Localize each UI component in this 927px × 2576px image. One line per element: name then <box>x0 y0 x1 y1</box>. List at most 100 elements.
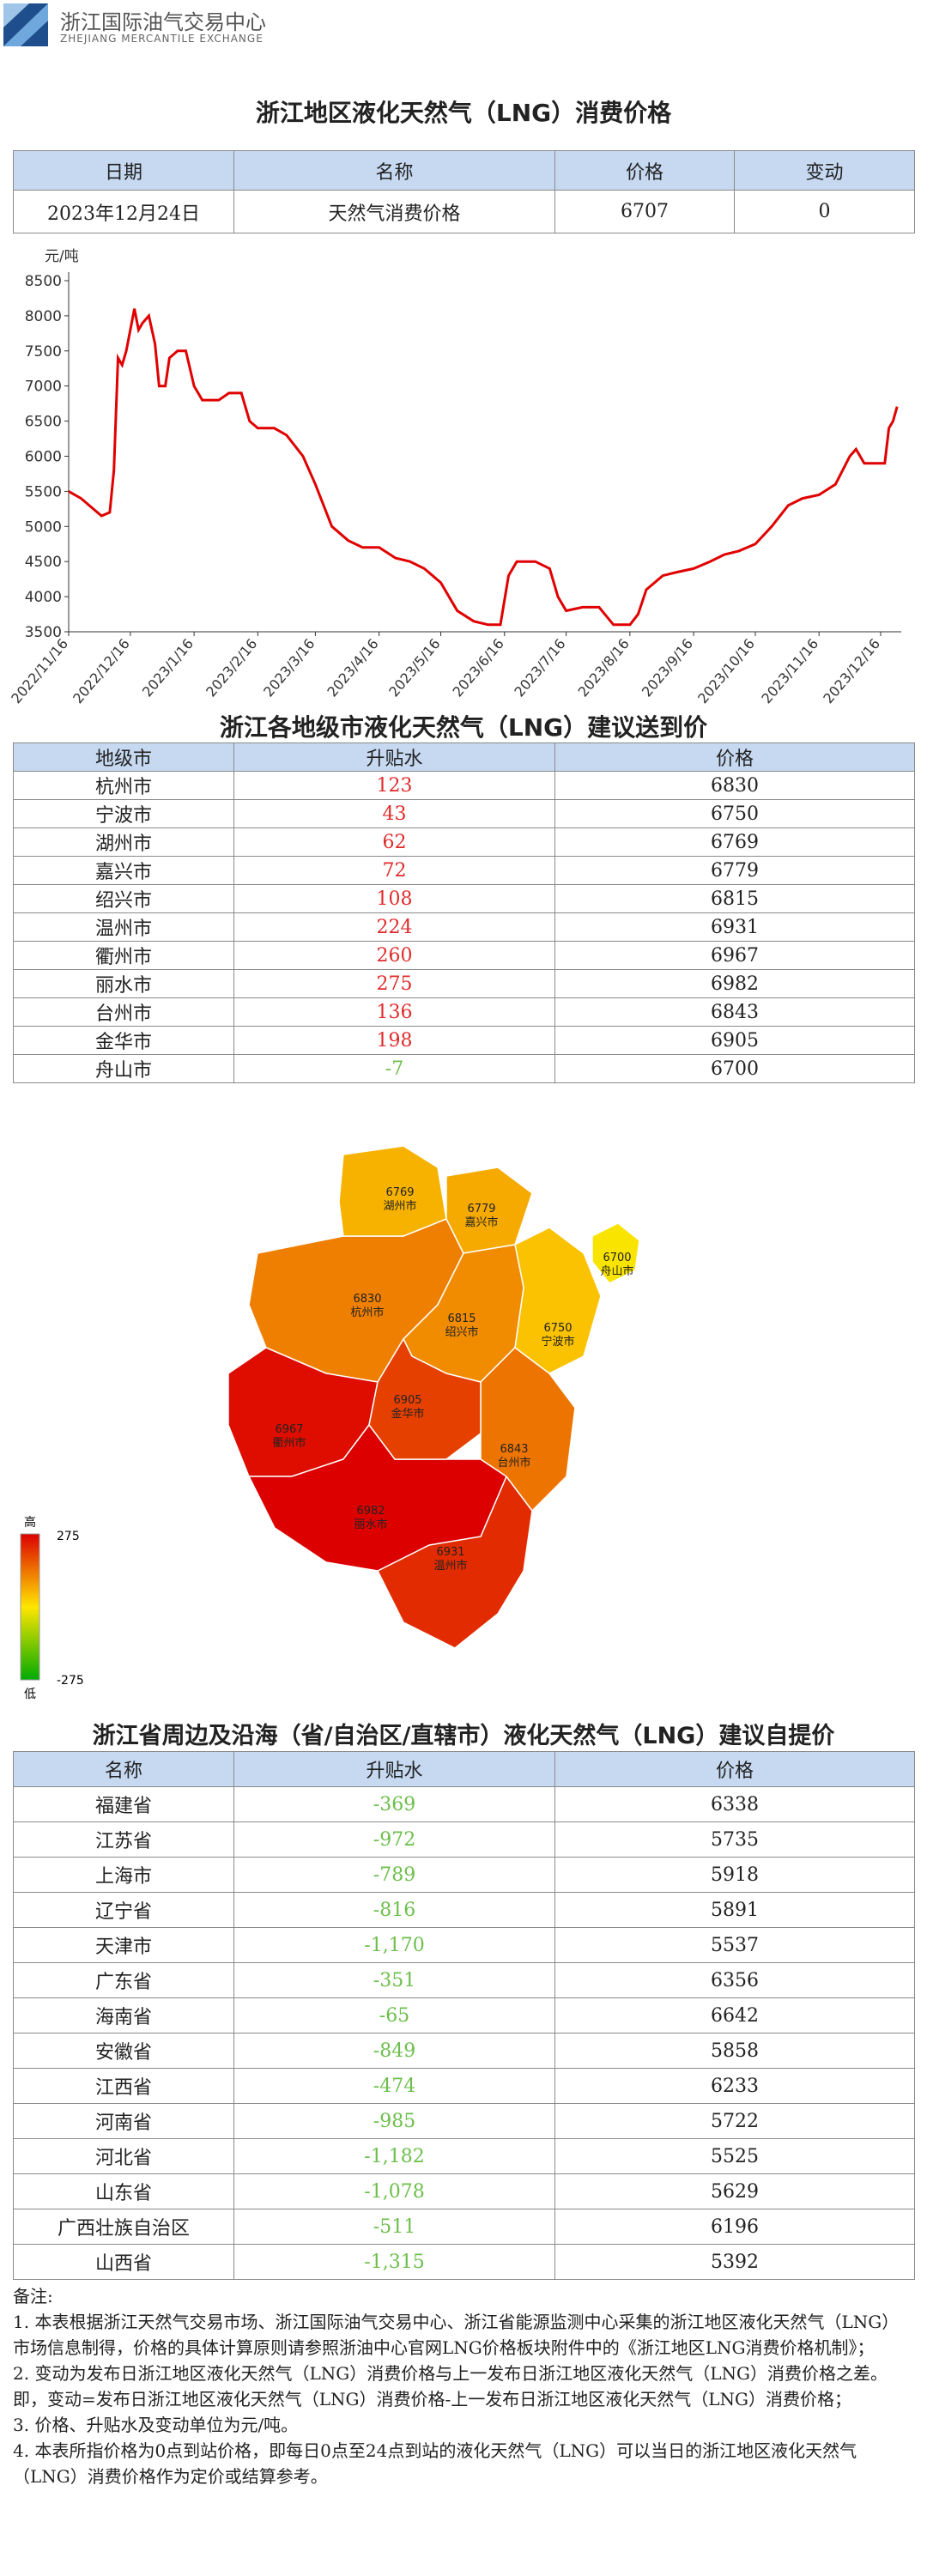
cell: 6707 <box>554 190 735 233</box>
cell: 河北省 <box>13 2138 234 2174</box>
map-price: 6843 <box>500 1443 528 1456</box>
row: 金华市 198 6905 <box>13 1026 915 1055</box>
x-tick-label: 2023/4/16 <box>324 635 381 700</box>
map-city: 台州市 <box>497 1456 530 1470</box>
cell: 5891 <box>554 1892 915 1928</box>
legend-min: -275 <box>57 1674 84 1688</box>
row: 绍兴市 108 6815 <box>13 884 915 913</box>
cell: 6931 <box>554 912 915 942</box>
map-price: 6815 <box>447 1312 476 1325</box>
legend-bar <box>20 1533 40 1681</box>
cell: 5525 <box>554 2138 915 2174</box>
cell: 江西省 <box>13 2068 234 2104</box>
cell: 198 <box>233 1026 555 1055</box>
cell: -1,182 <box>233 2138 555 2174</box>
map-city: 湖州市 <box>383 1199 416 1213</box>
city-table: 地级市 升贴水 价格 杭州市 123 6830 宁波市 43 6750 湖州市 62 6769 嘉兴市 7… <box>13 742 915 1083</box>
cell: 绍兴市 <box>13 884 234 913</box>
cell: 天津市 <box>13 1927 234 1963</box>
note: 2. 变动为发布日浙江地区液化天然气（LNG）消费价格与上一发布日浙江地区液化天… <box>13 2363 888 2409</box>
cell: -972 <box>233 1821 555 1858</box>
cell: 43 <box>233 799 555 828</box>
map-city: 嘉兴市 <box>464 1215 498 1229</box>
org-name-en: ZHEJIANG MERCANTILE EXCHANGE <box>60 33 264 45</box>
header: 浙江国际油气交易中心 ZHEJIANG MERCANTILE EXCHANGE <box>0 0 927 52</box>
cell: 6642 <box>554 1997 915 2034</box>
cell: -1,078 <box>233 2173 555 2209</box>
row: 江苏省 -972 5735 <box>13 1821 915 1858</box>
row: 河北省 -1,182 5525 <box>13 2138 915 2174</box>
x-tick-label: 2023/12/16 <box>820 635 883 706</box>
cell: 6769 <box>554 827 915 857</box>
map-city: 金华市 <box>391 1407 424 1421</box>
cell: 6233 <box>554 2068 915 2104</box>
x-tick-label: 2023/9/16 <box>639 635 696 700</box>
cell: -369 <box>233 1786 555 1822</box>
header-row: 名称 升贴水 价格 <box>13 1751 915 1787</box>
cell: 123 <box>233 771 555 800</box>
notes-heading: 备注: <box>13 2286 53 2306</box>
y-tick-label: 7500 <box>25 343 62 361</box>
y-tick-label: 5500 <box>25 483 62 500</box>
row: 天津市 -1,170 5537 <box>13 1927 915 1963</box>
cell: -7 <box>233 1054 555 1083</box>
cell: -985 <box>233 2103 555 2139</box>
map-price: 6931 <box>436 1546 464 1559</box>
cell: -849 <box>233 2033 555 2069</box>
cell: 5537 <box>554 1927 915 1963</box>
column-header: 日期 <box>13 150 234 191</box>
cell: 安徽省 <box>13 2033 234 2069</box>
map-city: 衢州市 <box>272 1436 306 1450</box>
y-tick-label: 4000 <box>25 589 62 606</box>
cell: 山东省 <box>13 2173 234 2209</box>
cell: 5735 <box>554 1821 915 1858</box>
x-tick-label: 2023/5/16 <box>385 635 443 700</box>
cell: 260 <box>233 941 555 970</box>
x-tick-label: 2023/1/16 <box>139 635 197 700</box>
row: 上海市 -789 5918 <box>13 1857 915 1893</box>
row: 辽宁省 -816 5891 <box>13 1892 915 1928</box>
map-city: 宁波市 <box>541 1335 574 1349</box>
header-row: 日期 名称 价格 变动 <box>13 150 915 191</box>
cell: 6982 <box>554 969 915 998</box>
cell: 62 <box>233 827 555 857</box>
column-header: 价格 <box>554 1751 915 1787</box>
legend-high: 高 <box>24 1515 36 1530</box>
cell: 温州市 <box>13 912 234 942</box>
cell: 6905 <box>554 1026 915 1055</box>
cell: 6338 <box>554 1786 915 1822</box>
y-tick-label: 6000 <box>25 449 62 466</box>
province-table: 名称 升贴水 价格 福建省 -369 6338 江苏省 -972 5735 上海市 -789 5918… <box>13 1751 915 2280</box>
cell: 6779 <box>554 856 915 885</box>
x-tick-label: 2023/7/16 <box>511 635 568 700</box>
row: 山西省 -1,315 5392 <box>13 2244 915 2280</box>
map-city: 丽水市 <box>354 1518 387 1531</box>
cell: -511 <box>233 2209 555 2245</box>
column-header: 升贴水 <box>233 1751 555 1787</box>
cell: 嘉兴市 <box>13 856 234 885</box>
cell: 舟山市 <box>13 1054 234 1083</box>
row: 台州市 136 6843 <box>13 997 915 1027</box>
cell: 广西壮族自治区 <box>13 2209 234 2245</box>
map-price: 6700 <box>603 1252 631 1264</box>
cell: 5392 <box>554 2244 915 2280</box>
x-tick-label: 2023/11/16 <box>758 635 821 706</box>
cell: 丽水市 <box>13 969 234 998</box>
map-city: 舟山市 <box>600 1264 633 1278</box>
row: 2023年12月24日 天然气消费价格 6707 0 <box>13 190 915 233</box>
title: 浙江省周边及沿海（省/自治区/直辖市）液化天然气（LNG）建议自提价 <box>92 1723 835 1749</box>
cell: -351 <box>233 1962 555 1998</box>
cell: 湖州市 <box>13 827 234 857</box>
title: 浙江地区液化天然气（LNG）消费价格 <box>255 99 672 127</box>
x-tick-label: 2023/10/16 <box>694 635 758 706</box>
map-price: 6769 <box>385 1186 414 1199</box>
y-tick-label: 5000 <box>25 518 62 536</box>
price-table: 日期 名称 价格 变动 2023年12月24日 天然气消费价格 6707 0 <box>13 150 915 233</box>
cell: 6356 <box>554 1962 915 1998</box>
column-header: 名称 <box>233 150 555 191</box>
column-header: 名称 <box>13 1751 234 1787</box>
row: 山东省 -1,078 5629 <box>13 2173 915 2209</box>
x-tick-label: 2023/2/16 <box>203 635 260 700</box>
y-tick-label: 3500 <box>25 624 62 641</box>
row: 安徽省 -849 5858 <box>13 2033 915 2069</box>
